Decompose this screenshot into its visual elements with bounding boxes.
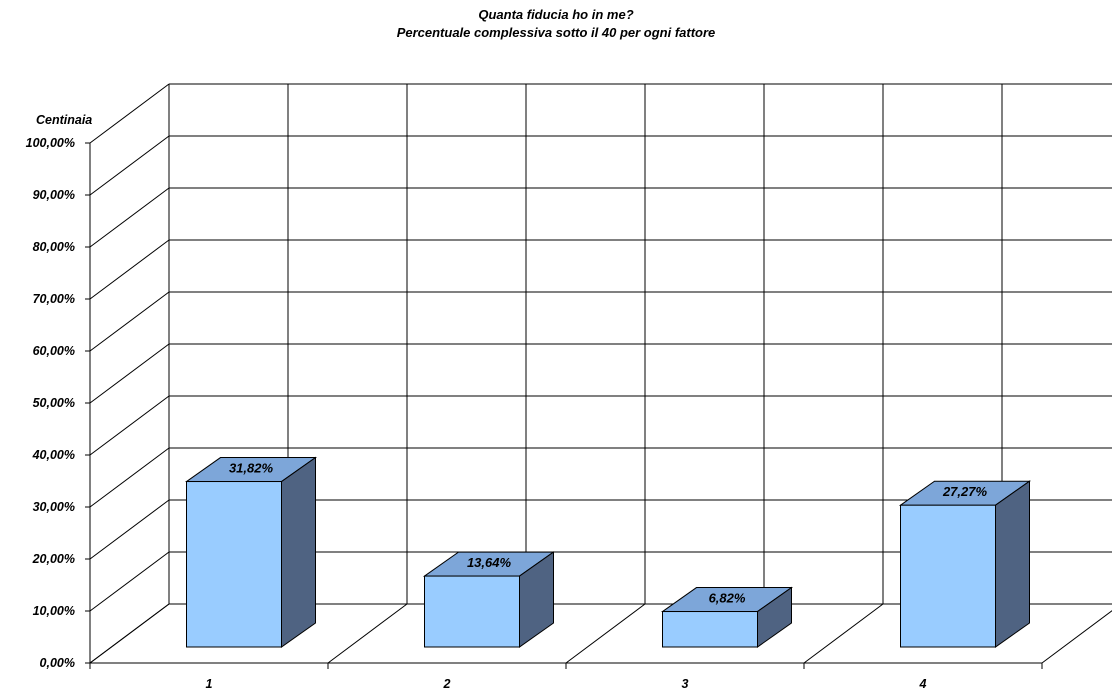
chart-title: Quanta fiducia ho in me? bbox=[478, 7, 633, 22]
floor-gridline bbox=[1041, 610, 1112, 664]
y-axis-unit-label: Centinaia bbox=[36, 113, 92, 127]
side-wall-gridline bbox=[89, 135, 170, 196]
side-wall-gridline bbox=[89, 83, 170, 144]
bar-front-face bbox=[424, 575, 520, 648]
x-axis-tick-label: 3 bbox=[682, 677, 689, 691]
labels-layer: 0,00% 10,00% 20,00% 30,00% 40,00% 50,00% 60,00… bbox=[26, 136, 988, 691]
side-wall-gridline bbox=[89, 239, 170, 300]
bar-value-label: 6,82% bbox=[709, 591, 746, 606]
bar bbox=[898, 480, 1032, 648]
bars-layer bbox=[184, 456, 1032, 648]
side-wall-gridline bbox=[89, 291, 170, 352]
bar bbox=[422, 551, 556, 648]
grid-layer bbox=[85, 83, 1112, 669]
bar-side-face bbox=[995, 480, 1030, 648]
y-axis-tick-label: 10,00% bbox=[33, 604, 75, 618]
y-axis-tick-label: 100,00% bbox=[26, 136, 75, 150]
chart-subtitle: Percentuale complessiva sotto il 40 per … bbox=[397, 25, 716, 40]
bar bbox=[660, 586, 794, 648]
y-axis-tick-label: 80,00% bbox=[33, 240, 75, 254]
bar-front-face bbox=[186, 481, 282, 648]
bar-front-face bbox=[900, 504, 996, 648]
side-wall-gridline bbox=[89, 447, 170, 508]
bar-value-label: 13,64% bbox=[467, 555, 512, 570]
x-axis-tick-label: 2 bbox=[443, 677, 451, 691]
side-wall-gridline bbox=[89, 395, 170, 456]
y-axis-tick-label: 70,00% bbox=[33, 292, 75, 306]
x-axis-tick-label: 4 bbox=[919, 677, 927, 691]
y-axis-tick-label: 50,00% bbox=[33, 396, 75, 410]
side-wall-gridline bbox=[89, 499, 170, 560]
x-axis-tick-label: 1 bbox=[206, 677, 213, 691]
side-wall-gridline bbox=[89, 187, 170, 248]
y-axis-tick-label: 40,00% bbox=[32, 448, 75, 462]
side-wall-gridline bbox=[89, 343, 170, 404]
y-axis-tick-label: 30,00% bbox=[33, 500, 75, 514]
y-axis-tick-label: 60,00% bbox=[33, 344, 75, 358]
floor-gridline bbox=[327, 603, 408, 664]
floor-gridline bbox=[89, 603, 170, 664]
y-axis-tick-label: 20,00% bbox=[32, 552, 75, 566]
side-wall-gridline bbox=[89, 551, 170, 612]
floor-gridline bbox=[565, 603, 646, 664]
bar-value-label: 31,82% bbox=[229, 461, 274, 476]
bar bbox=[184, 456, 318, 648]
bar-value-label: 27,27% bbox=[942, 484, 988, 499]
floor-gridline bbox=[803, 603, 884, 664]
y-axis-tick-label: 90,00% bbox=[33, 188, 75, 202]
bar-front-face bbox=[662, 611, 758, 648]
y-axis-tick-label: 0,00% bbox=[40, 656, 75, 670]
bar-side-face bbox=[281, 456, 316, 648]
